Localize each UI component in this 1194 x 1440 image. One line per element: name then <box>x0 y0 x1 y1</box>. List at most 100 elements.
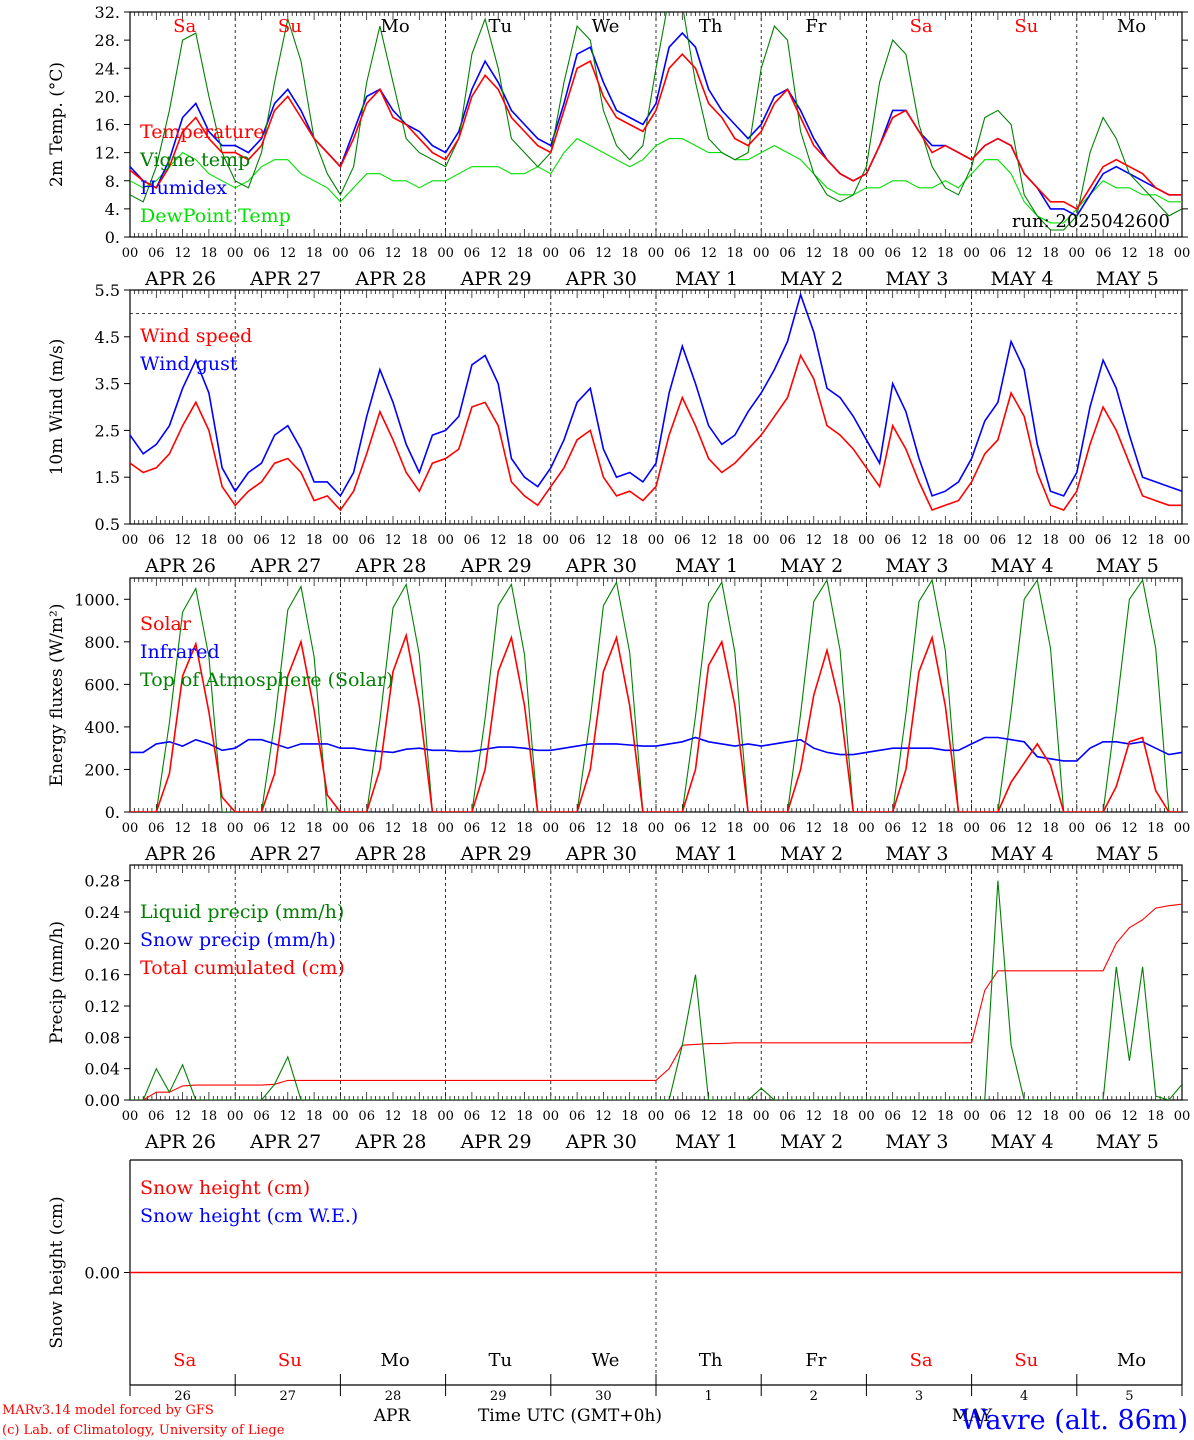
hour-label: 06 <box>253 533 270 548</box>
hour-label: 12 <box>911 1109 928 1124</box>
hour-label: 06 <box>884 246 901 261</box>
hour-label: 12 <box>1121 821 1138 836</box>
hour-label: 00 <box>858 821 875 836</box>
hour-label: 12 <box>280 533 297 548</box>
date-label: APR 28 <box>354 555 426 577</box>
hour-label: 00 <box>858 246 875 261</box>
hour-label: 06 <box>674 246 691 261</box>
legend-entry: DewPoint Temp <box>140 205 291 227</box>
date-label: MAY 4 <box>991 555 1054 577</box>
date-label: APR 26 <box>144 1131 216 1153</box>
hour-label: 12 <box>174 246 191 261</box>
hour-label: 00 <box>753 533 770 548</box>
hour-label: 06 <box>779 821 796 836</box>
hour-label: 00 <box>1069 246 1086 261</box>
legend-entry: Wind speed <box>140 325 252 347</box>
y-axis-label: Precip (mm/h) <box>47 921 67 1044</box>
hour-label: 00 <box>122 1109 139 1124</box>
legend-entry: Solar <box>140 613 192 635</box>
date-label: APR 27 <box>249 555 321 577</box>
legend-entry: Top of Atmosphere (Solar) <box>140 669 393 691</box>
y-tick-label: 0.12 <box>84 997 120 1016</box>
series-line-wind-speed <box>130 353 1182 512</box>
hour-label: 06 <box>1095 533 1112 548</box>
hour-label: 06 <box>779 533 796 548</box>
hour-label: 18 <box>621 821 638 836</box>
hour-label: 00 <box>1174 821 1191 836</box>
hour-label: 12 <box>1121 533 1138 548</box>
date-label: MAY 5 <box>1096 555 1159 577</box>
hour-label: 00 <box>543 1109 560 1124</box>
hour-label: 00 <box>122 821 139 836</box>
y-tick-label: 0.16 <box>84 966 120 985</box>
date-label: APR 30 <box>565 268 637 290</box>
date-label: MAY 3 <box>885 268 948 290</box>
hour-label: 12 <box>911 821 928 836</box>
series-line-wind-gust <box>130 292 1182 498</box>
hour-label: 12 <box>174 1109 191 1124</box>
hour-label: 06 <box>569 821 586 836</box>
hour-label: 18 <box>306 246 323 261</box>
weekday-label: Th <box>699 16 723 37</box>
hour-label: 18 <box>1147 821 1164 836</box>
weekday-label: Su <box>1014 1350 1038 1371</box>
hour-label: 00 <box>648 1109 665 1124</box>
hour-label: 12 <box>806 533 823 548</box>
hour-label: 06 <box>464 246 481 261</box>
legend-entry: Wind gust <box>140 353 238 375</box>
date-label: APR 28 <box>354 1131 426 1153</box>
legend-entry: Temperature <box>140 121 264 143</box>
weekday-label: Mo <box>1117 16 1146 37</box>
y-tick-label: 0.24 <box>84 903 120 922</box>
hour-label: 00 <box>332 1109 349 1124</box>
hour-label: 06 <box>253 246 270 261</box>
y-tick-label: 0.00 <box>84 1091 120 1110</box>
hour-label: 18 <box>411 246 428 261</box>
legend-entry: Infrared <box>140 641 220 663</box>
series-line-liquid-precip-mm-h- <box>130 880 1182 1100</box>
legend-entry: Humidex <box>140 177 227 199</box>
weekday-label: Sa <box>910 16 933 37</box>
day-number: 5 <box>1125 1389 1133 1404</box>
hour-label: 00 <box>227 821 244 836</box>
credit-line-1: MARv3.14 model forced by GFS <box>2 1403 214 1418</box>
hour-label: 12 <box>595 1109 612 1124</box>
hour-label: 12 <box>806 1109 823 1124</box>
date-label: MAY 5 <box>1096 1131 1159 1153</box>
hour-label: 18 <box>306 533 323 548</box>
hour-label: 12 <box>911 246 928 261</box>
date-label: APR 27 <box>249 843 321 865</box>
hour-label: 00 <box>437 1109 454 1124</box>
hour-label: 12 <box>280 246 297 261</box>
hour-label: 12 <box>280 1109 297 1124</box>
hour-label: 18 <box>1042 533 1059 548</box>
panel-precip: 0.00 0.04 0.08 0.12 0.16 0.20 0.24 0.28 Precip (… <box>47 864 1190 1153</box>
hour-label: 18 <box>516 246 533 261</box>
weekday-label: Th <box>699 1350 723 1371</box>
hour-label: 18 <box>937 533 954 548</box>
month-label-may: MAY <box>952 1406 993 1426</box>
hour-label: 12 <box>385 821 402 836</box>
location-title: Wavre (alt. 86m) <box>960 1405 1188 1436</box>
hour-label: 06 <box>884 821 901 836</box>
date-label: APR 28 <box>354 268 426 290</box>
hour-label: 12 <box>174 821 191 836</box>
hour-label: 00 <box>437 533 454 548</box>
y-tick-label: 0.20 <box>84 934 120 953</box>
y-tick-label: 8. <box>105 172 120 191</box>
hour-label: 18 <box>516 1109 533 1124</box>
day-number: 4 <box>1020 1389 1028 1404</box>
hour-label: 00 <box>1174 246 1191 261</box>
hour-label: 18 <box>937 821 954 836</box>
hour-label: 00 <box>543 246 560 261</box>
weekday-label: Mo <box>1117 1350 1146 1371</box>
date-label: APR 30 <box>565 843 637 865</box>
weekday-label: Tu <box>488 1350 512 1371</box>
legend-entry: Total cumulated (cm) <box>140 957 345 979</box>
hour-label: 18 <box>832 246 849 261</box>
date-label: MAY 2 <box>780 268 843 290</box>
hour-label: 12 <box>700 246 717 261</box>
weekday-label: Sa <box>173 16 196 37</box>
hour-label: 06 <box>464 1109 481 1124</box>
